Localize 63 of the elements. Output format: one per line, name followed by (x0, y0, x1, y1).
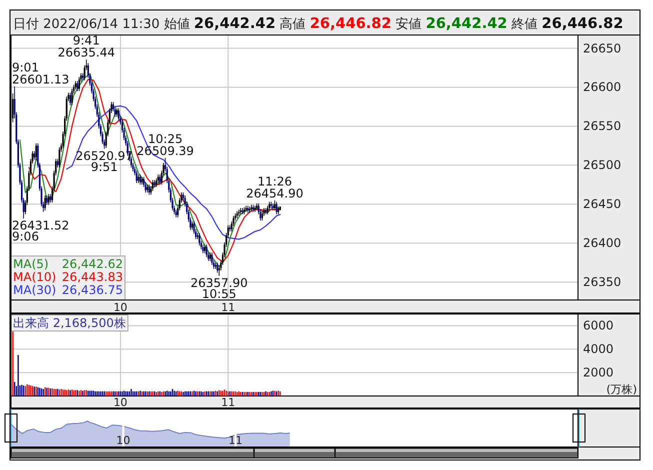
candlestick (238, 209, 240, 216)
annotation: 9:41 (72, 34, 100, 48)
annotation: 26,443.83 (62, 270, 123, 284)
y-tick-label: 26400 (583, 236, 622, 250)
candlestick (44, 195, 46, 211)
y-tick-label: 26500 (583, 158, 622, 172)
candlestick (48, 194, 50, 206)
candlestick (76, 80, 78, 92)
annotation: 26601.13 (12, 72, 70, 86)
x-tick-label: 10 (113, 301, 128, 314)
candlestick (206, 244, 208, 258)
annotation: 26454.90 (246, 186, 304, 200)
candlestick (114, 106, 116, 118)
text: MA(30) (13, 283, 56, 297)
annotation: 9:51 (90, 160, 118, 174)
candlestick (261, 210, 264, 221)
y-tick-label: 26550 (583, 119, 622, 134)
chart-title: 出来高 2,168,500株 (13, 316, 126, 330)
annotation: 26,442.62 (62, 257, 123, 271)
y-tick-label: 26450 (583, 197, 622, 212)
text: MA(10) (13, 270, 56, 284)
chart-title: 日付 2022/06/14 11:30 始値 26,442.42 高値 26,446.82 安値 26,442.42 終値 26,446.82 (13, 16, 624, 32)
y-axis-title: (万株) (606, 383, 637, 396)
candlestick (136, 170, 138, 184)
text: MA(5) (13, 257, 49, 271)
y-tick-label: 2000 (583, 366, 614, 380)
candlestick (229, 224, 231, 232)
candlestick (35, 142, 37, 160)
x-tick-label: 11 (221, 301, 236, 314)
candlestick (58, 146, 60, 168)
annotation: 26635.44 (58, 46, 115, 60)
candlestick (254, 205, 256, 212)
annotation: 26,436.75 (62, 283, 123, 297)
x-tick-label: 10 (113, 396, 128, 409)
candlestick (71, 88, 73, 106)
candlestick (216, 262, 218, 274)
candlestick (276, 201, 278, 215)
y-tick-label: 26650 (583, 41, 622, 56)
annotation: 9:01 (12, 60, 39, 74)
candlestick (250, 204, 252, 212)
candlestick (78, 76, 80, 92)
candlestick (196, 232, 198, 240)
candlestick (148, 184, 150, 196)
candlestick (214, 262, 216, 270)
y-tick-label: 26350 (583, 275, 622, 290)
x-tick-label: 11 (228, 434, 243, 447)
y-tick-label: 26600 (583, 80, 622, 94)
candlestick (245, 205, 247, 212)
y-tick-label: 4000 (583, 342, 614, 356)
candlestick (242, 208, 244, 215)
x-tick-label: 10 (116, 434, 130, 447)
candlestick (211, 252, 213, 266)
annotation: 11:26 (257, 174, 292, 188)
candlestick (198, 232, 200, 246)
candlestick (118, 108, 120, 122)
candlestick (152, 180, 154, 192)
annotation: 10:25 (148, 132, 183, 146)
candlestick (154, 180, 156, 188)
candlestick (159, 174, 161, 186)
candlestick (46, 195, 48, 206)
x-tick-label: 11 (221, 396, 236, 409)
candlestick (248, 206, 250, 214)
y-tick-label: 6000 (583, 318, 614, 333)
